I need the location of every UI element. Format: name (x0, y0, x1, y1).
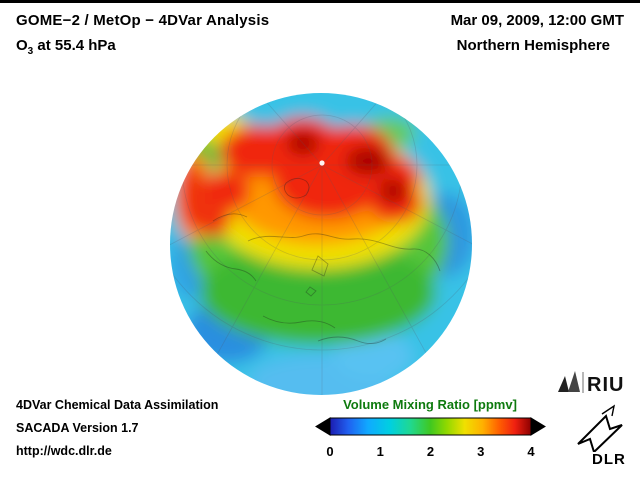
header-left: GOME−2 / MetOp − 4DVar Analysis O3 at 55… (16, 12, 269, 57)
coastlines (205, 178, 441, 344)
attribution-line-1: 4DVar Chemical Data Assimilation (16, 398, 219, 412)
riu-logo-wave-icon-2 (568, 371, 580, 392)
attribution-block: 4DVar Chemical Data Assimilation SACADA … (16, 398, 218, 467)
colorbar: 0 1 2 3 4 (315, 417, 546, 459)
riu-logo-text: RIU (587, 374, 624, 396)
top-border (0, 0, 640, 3)
colorbar-tick-3: 3 (477, 444, 484, 459)
dlr-logo-text: DLR (592, 451, 626, 468)
riu-logo: RIU (558, 371, 624, 396)
colorbar-tick-1: 1 (377, 444, 384, 459)
colorbar-gradient-bar (329, 417, 532, 436)
ozone-field (170, 93, 472, 395)
plot-subtitle: O3 at 55.4 hPa (16, 37, 116, 57)
pole-marker (319, 160, 325, 166)
colorbar-tick-4: 4 (527, 444, 535, 459)
attribution-url: http://wdc.dlr.de (16, 444, 112, 458)
colorbar-tick-2: 2 (427, 444, 434, 459)
colorbar-left-arrow (315, 417, 331, 436)
header-right: Mar 09, 2009, 12:00 GMT Northern Hemisph… (451, 12, 624, 54)
colorbar-tick-0: 0 (326, 444, 333, 459)
datetime-label: Mar 09, 2009, 12:00 GMT (450, 12, 624, 29)
plot-title: GOME−2 / MetOp − 4DVar Analysis (16, 12, 270, 29)
colorbar-right-arrow (530, 417, 546, 436)
colorbar-title: Volume Mixing Ratio [ppmv] (343, 397, 517, 412)
ozone-globe-map (170, 93, 472, 395)
dlr-logo-icon (577, 404, 623, 452)
riu-logo-wave-icon (558, 376, 569, 392)
subscript-3: 3 (27, 46, 34, 57)
region-label: Northern Hemisphere (456, 37, 610, 54)
attribution-line-2: SACADA Version 1.7 (16, 421, 139, 435)
